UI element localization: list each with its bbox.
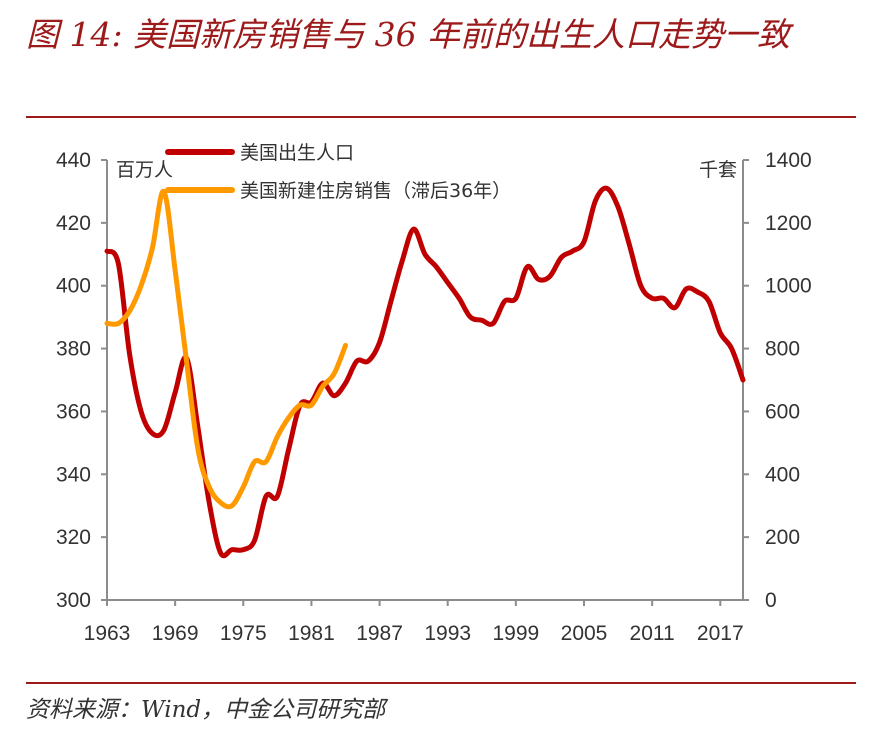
left-axis-unit: 百万人: [116, 159, 173, 181]
right-tick-label: 1200: [765, 212, 812, 235]
legend-label-birth: 美国出生人口: [240, 142, 354, 164]
legend-label-sales: 美国新建住房销售（滞后36年）: [240, 180, 511, 202]
left-tick-label: 320: [56, 526, 91, 549]
right-tick-label: 0: [765, 589, 777, 612]
chart-series: [104, 185, 746, 559]
right-tick-label: 1000: [765, 275, 812, 298]
series-line-birth: [104, 185, 746, 559]
right-tick-label: 800: [765, 338, 800, 361]
series-line-sales: [104, 188, 348, 510]
left-tick-label: 420: [56, 212, 91, 235]
left-tick-label: 380: [56, 338, 91, 361]
x-tick-label: 2011: [630, 622, 675, 645]
x-tick-label: 1987: [356, 622, 403, 645]
right-tick-label: 200: [765, 526, 800, 549]
left-tick-label: 340: [56, 463, 91, 486]
left-tick-label: 440: [56, 149, 91, 172]
right-tick-label: 1400: [765, 149, 812, 172]
source-note: 资料来源：Wind，中金公司研究部: [26, 697, 386, 723]
source-divider: [26, 682, 856, 684]
x-tick-label: 1963: [84, 622, 131, 645]
x-tick-label: 1999: [492, 622, 539, 645]
x-tick-label: 1975: [220, 622, 267, 645]
right-axis-unit: 千套: [699, 159, 737, 181]
right-tick-label: 600: [765, 400, 800, 423]
left-tick-label: 300: [56, 589, 91, 612]
chart-axes: 300 320 340 360 380 400 420 440 0 200 400 600 800 100…: [56, 149, 812, 645]
x-tick-label: 1981: [288, 622, 335, 645]
x-tick-label: 1969: [152, 622, 199, 645]
x-tick-label: 2017: [697, 622, 744, 645]
x-tick-label: 2005: [561, 622, 608, 645]
left-tick-label: 400: [56, 275, 91, 298]
chart-title: 图 14: 美国新房销售与 36 年前的出生人口走势一致: [26, 15, 791, 54]
title-divider: [26, 116, 856, 118]
x-tick-label: 1993: [424, 622, 471, 645]
right-tick-label: 400: [765, 463, 800, 486]
left-tick-label: 360: [56, 400, 91, 423]
